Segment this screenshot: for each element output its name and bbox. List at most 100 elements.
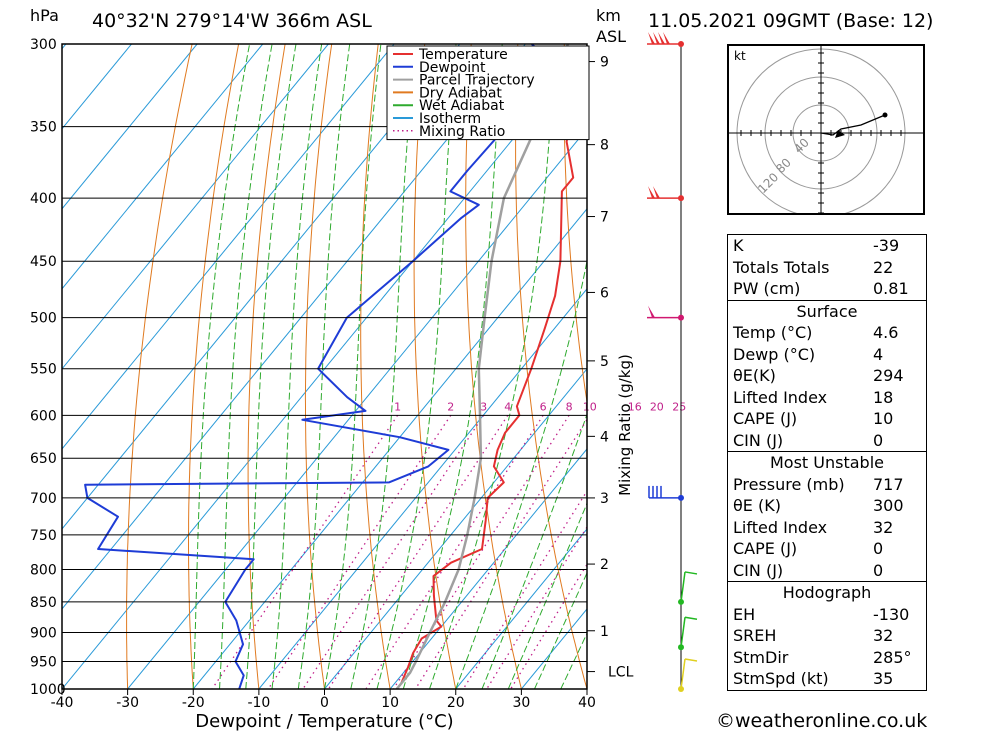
hodograph-ring-label: 40 <box>791 135 812 156</box>
index-row: Lifted Index 18 <box>733 387 894 407</box>
wet-adiabat-line <box>219 44 273 689</box>
pressure-tick-label: 600 <box>30 408 57 424</box>
wind-feather <box>684 658 698 662</box>
height-tick-label: 2 <box>600 557 609 573</box>
index-row: Pressure (mb) 717 <box>733 474 904 494</box>
index-row: θE (K) 300 <box>733 496 904 515</box>
isotherm-line <box>455 528 587 689</box>
pressure-tick-label: 650 <box>30 451 57 467</box>
index-row: Totals Totals 22 <box>733 257 894 277</box>
isotherm-line <box>192 208 587 689</box>
x-tick-label: -40 <box>51 695 74 711</box>
height-tick-label: LCL <box>608 665 634 681</box>
mixing-ratio-line <box>211 414 399 689</box>
pressure-tick-label: 850 <box>30 595 57 611</box>
pressure-tick-label: 400 <box>30 191 57 207</box>
hodograph-unit-label: kt <box>734 49 746 63</box>
wind-pennant <box>648 305 655 318</box>
dewpoint-profile <box>84 44 571 689</box>
dry-adiabat-line <box>515 44 587 689</box>
index-row: Dewp (°C) 4 <box>733 344 884 364</box>
pressure-tick-label: 800 <box>30 562 57 578</box>
wind-shaft <box>680 617 686 648</box>
isotherm-line <box>62 44 132 130</box>
legend-entry: Parcel Trajectory <box>419 73 535 89</box>
hodograph-ring-label: 80 <box>773 155 794 176</box>
hodograph-panel: kt 40 80 120 <box>727 44 925 215</box>
general-indices-section: K -39 Totals Totals 22 PW (cm) 0.81 <box>728 235 926 300</box>
wind-pennant <box>658 32 665 44</box>
mixing-ratio-line <box>365 414 544 689</box>
dry-adiabat-line <box>247 44 286 689</box>
legend-entry: Isotherm <box>419 111 481 127</box>
mixing-ratio-axis-title: Mixing Ratio (g/kg) <box>616 354 634 496</box>
legend-entry: Temperature <box>418 47 508 63</box>
hodograph-index-section: Hodograph EH -130 SREH 32 StmDir 285° StmSp… <box>728 581 926 690</box>
dry-adiabat-line <box>937 44 1000 689</box>
legend-entry: Mixing Ratio <box>419 124 505 140</box>
wind-barb <box>680 658 698 690</box>
mixing-ratio-label: 8 <box>566 400 573 413</box>
location-title: 40°32'N 279°14'W 366m ASL <box>92 10 372 32</box>
index-row: CAPE (J) 10 <box>733 409 894 428</box>
mixing-ratio-label: 1 <box>394 400 401 413</box>
isotherm-line <box>62 44 461 530</box>
index-row: Temp (°C) 4.6 <box>733 323 899 342</box>
mixing-ratio-label: 16 <box>628 400 642 413</box>
wet-adiabat-line <box>534 571 587 689</box>
isotherm-line <box>324 368 587 689</box>
hpa-unit-label: hPa <box>30 6 59 25</box>
credit-link[interactable]: ©weatheronline.co.uk <box>716 710 928 732</box>
height-tick-label: 4 <box>600 429 609 445</box>
legend-entry: Wet Adiabat <box>419 98 505 114</box>
wet-adiabat-line <box>324 44 382 689</box>
x-tick-label: -30 <box>116 695 139 711</box>
mixing-ratio-label: 10 <box>583 400 597 413</box>
wet-adiabat-line <box>481 412 587 689</box>
height-tick-label: 7 <box>600 210 609 226</box>
isotherm-line <box>389 448 587 689</box>
index-row: CIN (J) 0 <box>733 560 884 580</box>
indices-table: K -39 Totals Totals 22 PW (cm) 0.81 Surface… <box>727 234 927 691</box>
isotherm-line <box>62 44 198 210</box>
hodograph-ring-label: 120 <box>755 170 781 196</box>
wind-barb <box>647 305 681 319</box>
index-row: K -39 <box>733 236 900 255</box>
most-unstable-title: Most Unstable <box>770 453 884 472</box>
wind-barb <box>680 616 698 648</box>
x-tick-label: -20 <box>182 695 205 711</box>
surface-section: Surface Temp (°C) 4.6 Dewp (°C) 4 θE(K) 294… <box>728 299 926 452</box>
mixing-ratio-line <box>302 414 485 689</box>
x-tick-label: 20 <box>447 695 465 711</box>
wind-feather <box>684 616 698 620</box>
isotherm-line <box>62 44 526 610</box>
datetime-title: 11.05.2021 09GMT (Base: 12) <box>648 10 934 32</box>
wind-shaft <box>680 571 686 603</box>
dry-adiabat-line <box>563 44 587 406</box>
mixing-ratio-label: 20 <box>650 400 664 413</box>
height-tick-label: 5 <box>600 354 609 370</box>
dry-adiabat-line <box>360 44 391 689</box>
index-row: PW (cm) 0.81 <box>733 279 909 298</box>
index-row: Lifted Index 32 <box>733 517 894 537</box>
height-tick-label: 8 <box>600 138 609 154</box>
wind-pennant <box>663 32 670 44</box>
isotherm-line <box>62 44 395 450</box>
pressure-tick-label: 750 <box>30 528 57 544</box>
wind-pennant <box>648 32 655 44</box>
dry-adiabat-line <box>983 44 1000 689</box>
x-tick-label: 0 <box>320 695 329 711</box>
x-tick-label: -10 <box>247 695 270 711</box>
wind-barb <box>680 571 698 603</box>
wind-barb <box>647 32 681 45</box>
pressure-tick-label: 900 <box>30 626 57 642</box>
index-row: CAPE (J) 0 <box>733 539 884 558</box>
height-tick-label: 9 <box>600 55 609 71</box>
pressure-tick-label: 300 <box>30 37 57 53</box>
storm-motion-arrow <box>835 130 845 138</box>
index-row: SREH 32 <box>733 626 894 645</box>
mixing-ratio-label: 25 <box>672 400 686 413</box>
legend-entry: Dry Adiabat <box>419 85 502 101</box>
